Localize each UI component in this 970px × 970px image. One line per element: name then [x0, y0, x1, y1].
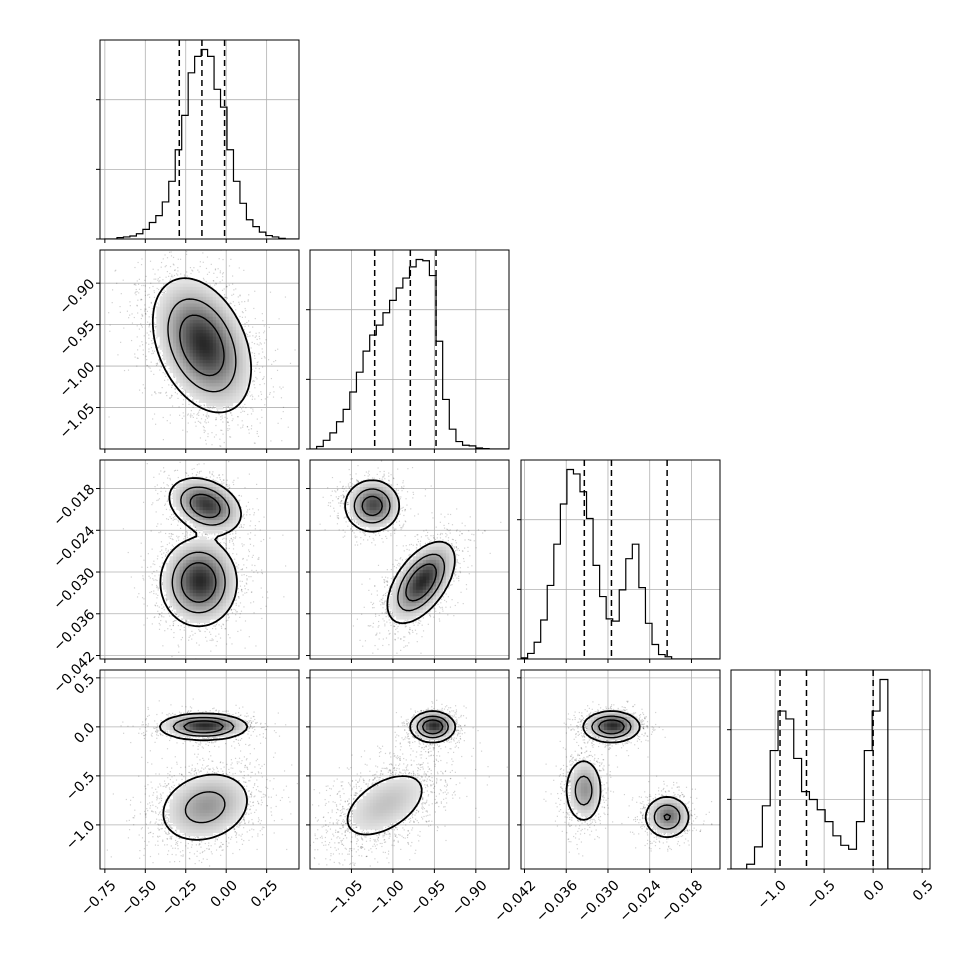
x-tick-label: −1.05	[325, 877, 367, 919]
x-tick-label: −0.036	[533, 877, 581, 925]
x-tick-label: −0.25	[159, 877, 201, 919]
contour-level-1	[346, 710, 457, 836]
contour-level-2	[353, 488, 446, 612]
x-tick-label: −0.042	[491, 877, 539, 925]
y-tick-label: −0.95	[57, 318, 99, 360]
y-tick-label: 0.0	[71, 720, 98, 747]
x-tick-label: 0.25	[248, 877, 281, 910]
scatter-p0-p2: −0.042−0.036−0.030−0.024−0.018	[50, 459, 300, 696]
contour-level-3	[183, 720, 224, 734]
contour-level-1	[151, 277, 253, 414]
x-tick-label: −1.0	[755, 877, 790, 912]
histogram-p2	[517, 459, 721, 663]
contour-level-1	[344, 479, 456, 625]
contour-level-3	[180, 493, 221, 603]
y-tick-label: −0.030	[50, 565, 98, 613]
y-tick-label: −0.90	[57, 276, 99, 318]
y-tick-label: −0.036	[50, 607, 98, 655]
contour-level-2	[167, 298, 237, 393]
x-tick-label: −0.90	[449, 877, 491, 919]
y-tick-label: −1.05	[57, 401, 99, 443]
density-shading	[349, 479, 457, 620]
histogram-step-p3	[731, 678, 928, 869]
contour-level-1	[158, 712, 249, 841]
contour-level-1	[565, 710, 690, 839]
scatter-p1-p2	[306, 459, 510, 663]
density-shading	[163, 476, 240, 623]
x-tick-label: −0.95	[407, 877, 449, 919]
histogram-p3: −1.0 −0.5 0.0 0.5	[727, 669, 937, 913]
axes-frame	[520, 459, 721, 660]
y-tick-label: −0.5	[63, 769, 98, 804]
x-tick-label: −0.5	[804, 877, 839, 912]
x-tick-label: −0.030	[575, 877, 623, 925]
contour-level-3	[421, 719, 444, 735]
scatter-p2-p3: −0.042−0.036−0.030−0.024−0.018	[491, 669, 721, 925]
y-tick-label: −0.024	[50, 523, 98, 571]
contour-level-3	[361, 495, 437, 602]
contour-level-2	[172, 716, 235, 824]
axes-frame	[730, 669, 931, 870]
axes-frame	[520, 669, 721, 870]
y-tick-label: −1.0	[63, 818, 98, 853]
x-tick-label: 0.0	[861, 877, 888, 904]
axes-frame	[309, 249, 510, 450]
histogram-p1	[306, 249, 510, 453]
x-tick-label: 0.5	[910, 877, 937, 904]
contour-level-2	[416, 715, 449, 739]
axes-frame	[309, 669, 510, 870]
contour-level-1	[159, 477, 242, 628]
y-tick-label: −0.018	[50, 482, 98, 530]
density-shading	[156, 279, 250, 410]
axes-frame	[99, 249, 300, 450]
axes-frame	[99, 459, 300, 660]
contour-level-3	[179, 314, 225, 377]
histogram-step-p0	[104, 48, 299, 239]
scatter-p0-p1: −1.05−1.00−0.95−0.90	[57, 249, 300, 453]
contour-level-3	[598, 719, 672, 821]
density-shading	[353, 709, 457, 830]
scatter-p1-p3: −1.05 −1.00 −0.95 −0.90	[306, 669, 510, 919]
x-tick-label: −0.75	[78, 877, 120, 919]
y-tick-label: −1.00	[57, 359, 99, 401]
x-tick-label: −0.018	[658, 877, 706, 925]
x-tick-label: 0.00	[208, 877, 241, 910]
axes-frame	[99, 39, 300, 240]
scatter-p0-p3: −0.75−0.50−0.25 0.00 0.25−1.0−0.50.00.5	[63, 669, 300, 919]
axes-frame	[309, 459, 510, 660]
histogram-step-p2	[521, 468, 718, 659]
x-tick-label: −1.00	[366, 877, 408, 919]
contour-level-2	[574, 715, 681, 830]
x-tick-label: −0.50	[118, 877, 160, 919]
axes-frame	[99, 669, 300, 870]
histogram-p0	[96, 39, 300, 243]
x-tick-label: −0.024	[617, 877, 665, 925]
histogram-step-p1	[310, 258, 509, 449]
contour-level-2	[171, 486, 231, 614]
